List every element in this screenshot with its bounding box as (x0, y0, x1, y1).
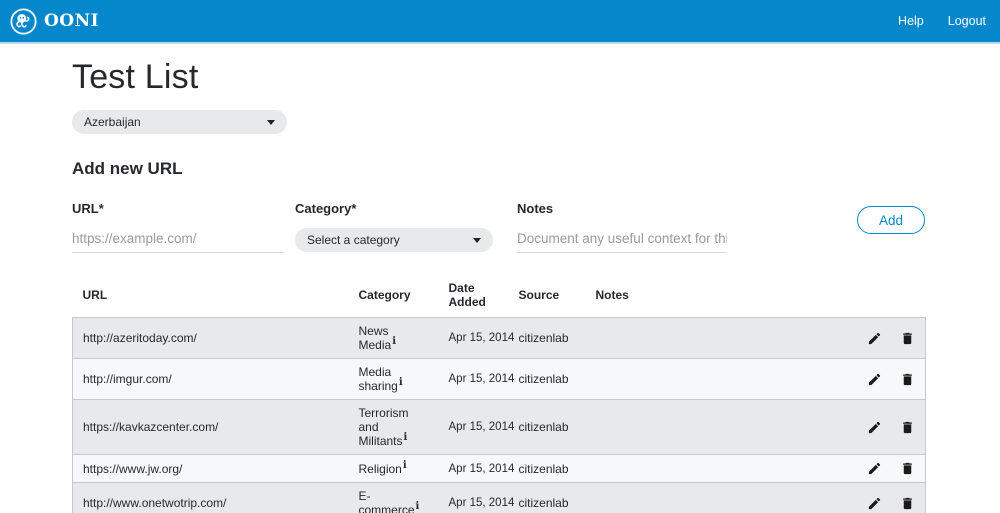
table-row: http://imgur.com/Media sharingi Apr 15, 2… (72, 358, 926, 400)
notes-cell (585, 482, 854, 513)
date-added-cell: Apr 15, 2014 (438, 453, 514, 484)
category-cell: News Mediai (348, 317, 439, 359)
col-header-url: URL (82, 288, 108, 302)
notes-label: Notes (517, 201, 554, 216)
url-table-body: http://azeritoday.com/News Mediai Apr 15,… (72, 317, 926, 513)
category-info-icon[interactable]: i (402, 459, 407, 471)
date-added-cell: Apr 15, 2014 (438, 482, 514, 513)
notes-field-group: Notes (517, 201, 727, 253)
source-cell: citizenlab (508, 482, 586, 513)
notes-cell (585, 317, 854, 359)
url-cell: http://imgur.com/ (72, 358, 349, 400)
brand-wordmark: OONI (44, 11, 100, 31)
category-info-icon[interactable]: i (415, 501, 420, 513)
page-title: Test List (72, 58, 199, 96)
table-row: https://www.jw.org/Religioni Apr 15, 2014… (72, 453, 926, 484)
url-table: URL Category Date Added Source Notes htt… (72, 277, 926, 513)
row-actions (853, 453, 926, 484)
edit-pencil-icon[interactable] (867, 461, 882, 476)
col-header-actions (854, 277, 926, 318)
category-text: E-commerce (358, 489, 415, 513)
table-row: http://www.onetwotrip.com/E-commercei Apr… (72, 482, 926, 513)
notes-cell (585, 453, 854, 484)
category-text: Media sharing (358, 365, 398, 393)
category-cell: Media sharingi (348, 358, 439, 400)
chevron-down-icon (473, 237, 481, 243)
country-select[interactable]: Azerbaijan (72, 110, 287, 134)
row-actions (853, 358, 926, 400)
category-text: Terrorism and Militants (358, 406, 409, 448)
col-header-notes: Notes (595, 288, 629, 302)
url-cell: https://www.jw.org/ (72, 453, 349, 484)
category-info-icon[interactable]: i (392, 336, 396, 347)
source-cell: citizenlab (508, 317, 586, 359)
col-header-source: Source (518, 288, 560, 302)
brand[interactable]: OONI (10, 7, 100, 35)
source-cell: citizenlab (508, 358, 586, 400)
edit-pencil-icon[interactable] (867, 420, 882, 435)
col-header-category: Category (358, 288, 411, 302)
delete-trash-icon[interactable] (900, 331, 915, 346)
chevron-down-icon (267, 119, 275, 125)
logout-link[interactable]: Logout (947, 14, 986, 28)
category-text: Religion (358, 461, 402, 476)
notes-cell (585, 399, 854, 455)
date-added-cell: Apr 15, 2014 (438, 399, 514, 455)
url-cell: http://www.onetwotrip.com/ (72, 482, 349, 513)
category-info-icon[interactable]: i (403, 432, 408, 443)
delete-trash-icon[interactable] (900, 461, 915, 476)
url-cell: http://azeritoday.com/ (72, 317, 349, 359)
edit-pencil-icon[interactable] (867, 496, 882, 511)
source-cell: citizenlab (508, 453, 586, 484)
topbar-links: Help Logout (898, 14, 986, 28)
top-navigation-bar: OONI Help Logout (0, 0, 1000, 44)
row-actions (853, 399, 926, 455)
page-content: Test List Azerbaijan Add new URL URL* Ca… (0, 44, 926, 513)
delete-trash-icon[interactable] (900, 496, 915, 511)
url-label: URL* (72, 201, 104, 216)
date-added-cell: Apr 15, 2014 (438, 358, 514, 400)
delete-trash-icon[interactable] (900, 420, 915, 435)
notes-input[interactable] (517, 228, 727, 253)
url-cell: https://kavkazcenter.com/ (72, 399, 349, 455)
edit-pencil-icon[interactable] (867, 372, 882, 387)
edit-pencil-icon[interactable] (867, 331, 882, 346)
add-url-heading: Add new URL (72, 159, 183, 178)
url-input[interactable] (72, 228, 284, 253)
row-actions (853, 482, 926, 513)
category-text: News Media (358, 324, 392, 352)
category-cell: Terrorism and Militantsi (348, 399, 439, 455)
notes-cell (585, 358, 854, 400)
row-actions (853, 317, 926, 359)
add-button[interactable]: Add (857, 206, 925, 234)
category-cell: E-commercei (348, 482, 439, 513)
source-cell: citizenlab (508, 399, 586, 455)
table-row: https://kavkazcenter.com/Terrorism and M… (72, 399, 926, 455)
category-select[interactable]: Select a category (295, 228, 493, 252)
category-cell: Religioni (348, 453, 439, 484)
ooni-octopus-icon (10, 7, 37, 35)
table-row: http://azeritoday.com/News Mediai Apr 15,… (72, 317, 926, 359)
delete-trash-icon[interactable] (900, 372, 915, 387)
category-select-value: Select a category (307, 233, 400, 247)
category-info-icon[interactable]: i (398, 377, 403, 388)
col-header-date-added: Date Added (448, 281, 486, 309)
url-table-header: URL Category Date Added Source Notes (73, 277, 926, 318)
date-added-cell: Apr 15, 2014 (438, 317, 514, 359)
help-link[interactable]: Help (898, 14, 924, 28)
country-select-value: Azerbaijan (84, 115, 141, 129)
category-field-group: Category* Select a category (295, 201, 493, 252)
category-label: Category* (295, 201, 357, 216)
add-url-form: URL* Category* Select a category Notes A… (72, 201, 925, 253)
url-field-group: URL* (72, 201, 284, 253)
